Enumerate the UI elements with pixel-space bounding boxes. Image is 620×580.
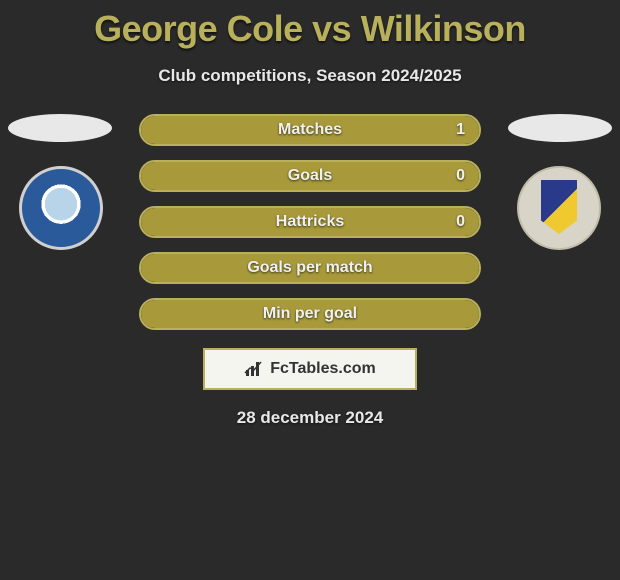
stat-bar: Goals per match [139, 252, 481, 284]
stat-bar-value: 0 [456, 167, 465, 185]
stat-bar-label: Hattricks [276, 213, 344, 231]
right-club-badge-icon [517, 166, 601, 250]
stat-bar-label: Min per goal [263, 305, 357, 323]
stat-bar-value: 0 [456, 213, 465, 231]
stat-bar: Hattricks 0 [139, 206, 481, 238]
stat-bar-label: Goals per match [247, 259, 372, 277]
stat-bar-label: Goals [288, 167, 332, 185]
brand-chart-icon [244, 360, 264, 378]
stat-bar: Goals 0 [139, 160, 481, 192]
right-player-marker [508, 114, 612, 142]
left-player-marker [8, 114, 112, 142]
left-club-badge-icon [19, 166, 103, 250]
brand-footer: FcTables.com [203, 348, 417, 390]
page-title: George Cole vs Wilkinson [0, 0, 620, 50]
stat-bar: Min per goal [139, 298, 481, 330]
stat-bar: Matches 1 [139, 114, 481, 146]
footer-date: 28 december 2024 [0, 408, 620, 428]
stat-bar-label: Matches [278, 121, 342, 139]
brand-text: FcTables.com [270, 360, 376, 378]
stat-bars: Matches 1 Goals 0 Hattricks 0 Goals per match M… [139, 114, 481, 330]
stat-bar-value: 1 [456, 121, 465, 139]
comparison-chart: Matches 1 Goals 0 Hattricks 0 Goals per match M… [0, 114, 620, 330]
subtitle: Club competitions, Season 2024/2025 [0, 66, 620, 86]
